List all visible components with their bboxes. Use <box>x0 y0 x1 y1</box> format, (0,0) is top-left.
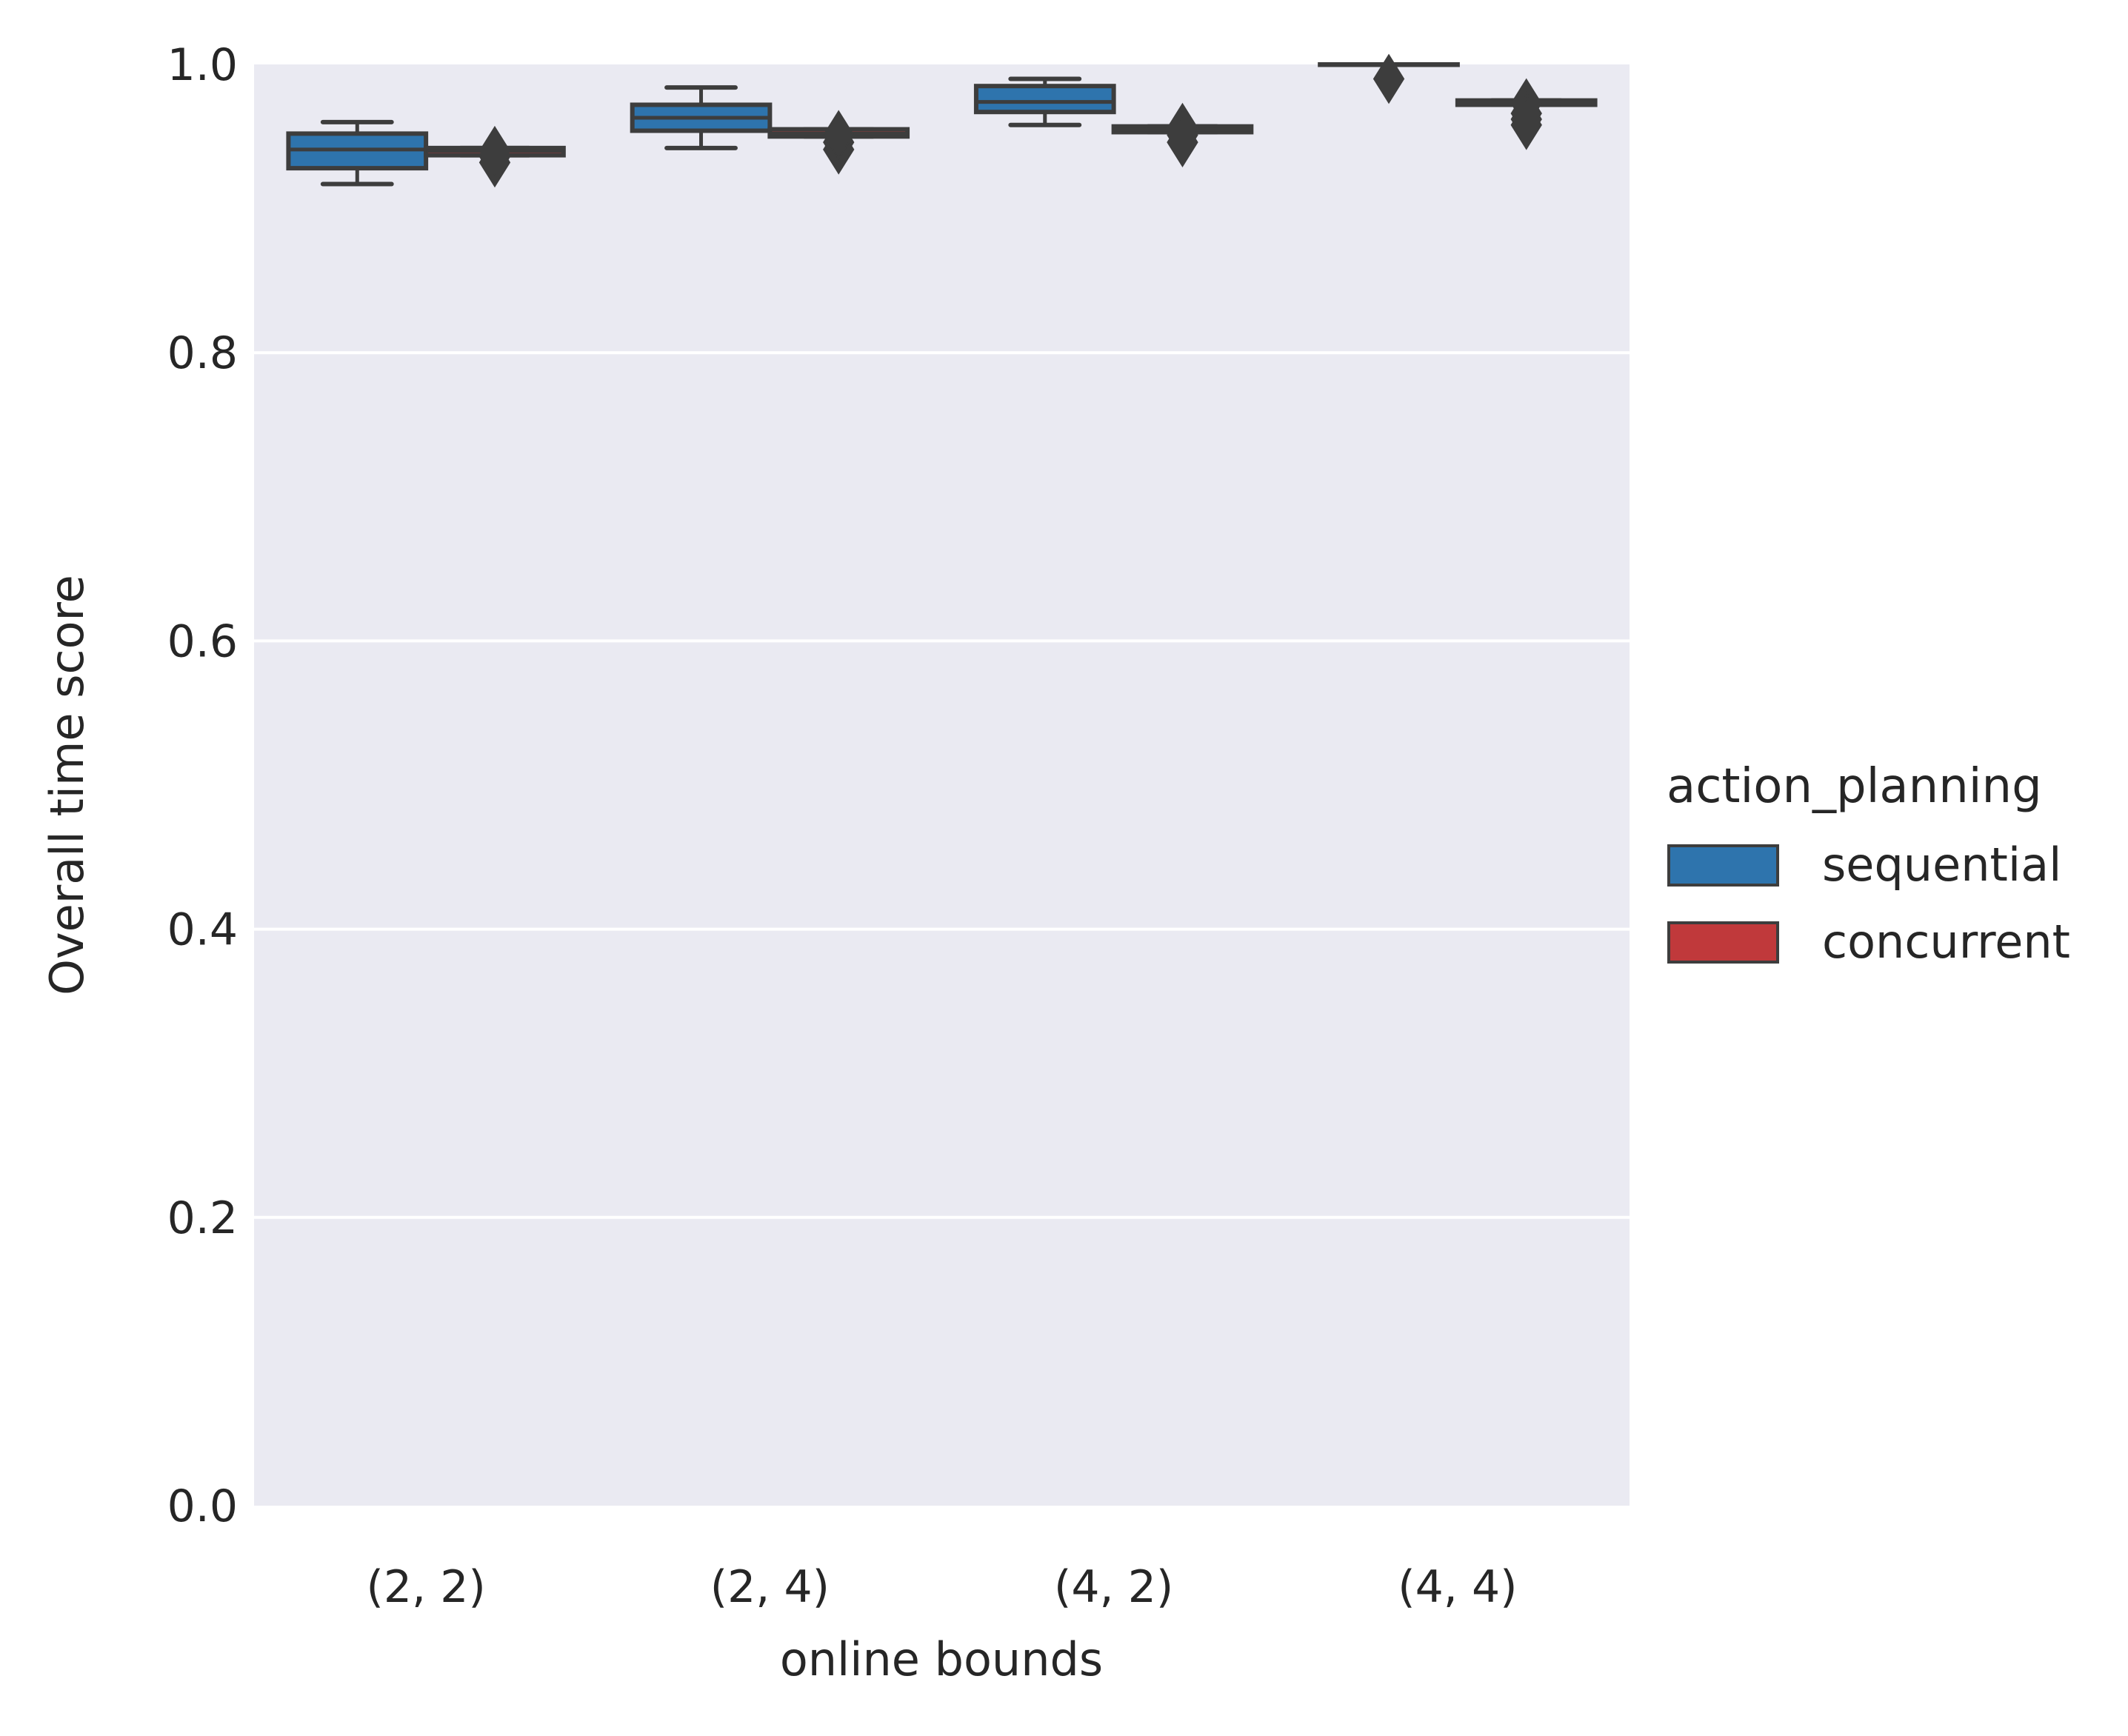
x-axis-label: online bounds <box>780 1632 1103 1686</box>
x-tick-label: (2, 2) <box>366 1561 485 1613</box>
box-concurrent-1 <box>767 110 910 175</box>
box-concurrent-0 <box>424 125 566 188</box>
x-tick-labels: (2, 2) (2, 4) (4, 2) (4, 4) <box>366 1561 1517 1613</box>
box-sequential-0 <box>286 119 429 187</box>
outlier-marker <box>823 110 855 161</box>
outlier-marker <box>1510 99 1542 150</box>
boxes <box>286 53 1598 188</box>
legend-label-concurrent: concurrent <box>1822 915 2070 969</box>
y-tick-label: 0.0 <box>167 1480 238 1532</box>
box-sequential-1 <box>630 85 773 150</box>
y-tick-labels: 0.0 0.2 0.4 0.6 0.8 1.0 <box>167 39 238 1532</box>
legend: action_planning sequential concurrent <box>1667 759 2070 969</box>
grid-lines <box>254 351 1630 1219</box>
y-tick-label: 0.8 <box>167 327 238 379</box>
legend-title: action_planning <box>1667 759 2042 814</box>
x-tick-label: (4, 2) <box>1054 1561 1173 1613</box>
y-axis-label: Overall time score <box>40 575 94 995</box>
box-body <box>973 84 1116 115</box>
outlier-marker <box>478 125 511 176</box>
legend-label-sequential: sequential <box>1822 838 2061 892</box>
y-tick-label: 0.4 <box>167 904 238 956</box>
legend-swatch-concurrent <box>1667 921 1779 964</box>
y-tick-label: 1.0 <box>167 39 238 91</box>
y-tick-label: 0.6 <box>167 615 238 667</box>
outlier-marker <box>1372 53 1405 104</box>
box-concurrent-3 <box>1455 78 1598 150</box>
box-sequential-2 <box>973 76 1116 127</box>
outlier-marker <box>1167 117 1198 167</box>
legend-entry-sequential: sequential <box>1667 838 2061 892</box>
box-sequential-3 <box>1318 53 1460 104</box>
y-tick-label: 0.2 <box>167 1192 238 1244</box>
box-concurrent-2 <box>1111 102 1254 167</box>
legend-swatch-sequential <box>1667 844 1779 887</box>
plot-background <box>254 64 1630 1506</box>
legend-entry-concurrent: concurrent <box>1667 915 2070 969</box>
x-tick-label: (4, 4) <box>1398 1561 1517 1613</box>
x-tick-label: (2, 4) <box>710 1561 830 1613</box>
